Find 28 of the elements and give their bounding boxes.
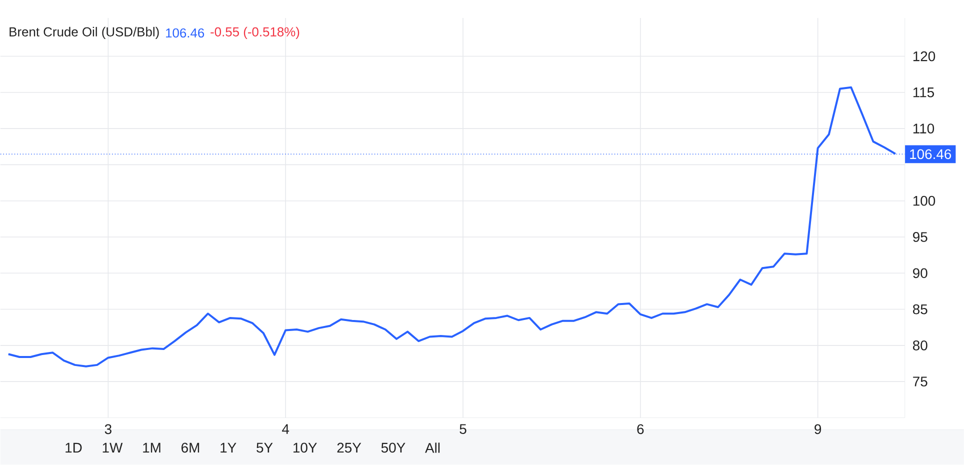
x-tick-label: 6 bbox=[637, 424, 644, 434]
y-tick-label: 95 bbox=[913, 232, 928, 242]
text: 25Y bbox=[337, 442, 362, 453]
y-tick-label: 85 bbox=[912, 304, 928, 314]
text: All bbox=[425, 442, 440, 453]
text: 10Y bbox=[294, 442, 317, 453]
y-tick-label: 100 bbox=[913, 196, 936, 206]
text: Brent Crude Oil (USD/Bbl) bbox=[10, 27, 159, 40]
text: 1Y bbox=[220, 443, 236, 453]
text: 1D bbox=[66, 443, 82, 453]
annotation: -0.55 (-0.518%) bbox=[210, 27, 300, 40]
y-tick-label: 75 bbox=[913, 376, 928, 387]
y-tick-label: 90 bbox=[913, 268, 928, 278]
text: 5Y bbox=[256, 442, 273, 453]
x-tick-label: 3 bbox=[104, 424, 112, 434]
text: 50Y bbox=[381, 442, 406, 453]
ref-line-label: 106.46 bbox=[910, 149, 952, 160]
annotation: 106.46 bbox=[166, 28, 204, 38]
y-tick-label: 120 bbox=[913, 51, 936, 62]
text: 6M bbox=[182, 442, 200, 453]
y-tick-label: 80 bbox=[912, 340, 928, 351]
x-tick-label: 5 bbox=[460, 424, 466, 434]
text: 1M bbox=[143, 443, 160, 453]
text: 1W bbox=[102, 443, 123, 453]
y-tick-label: 115 bbox=[913, 88, 934, 98]
x-tick-label: 9 bbox=[814, 424, 822, 434]
x-tick-label: 4 bbox=[282, 424, 290, 434]
y-tick-label: 110 bbox=[913, 124, 934, 134]
